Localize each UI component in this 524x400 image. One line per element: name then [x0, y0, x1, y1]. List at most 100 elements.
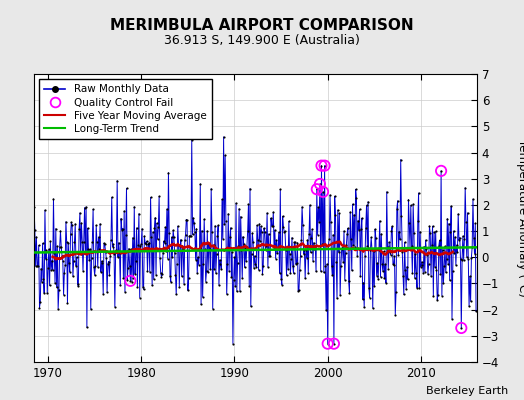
- Point: [148, 282, 156, 289]
- Point: [59, 258, 67, 264]
- Point: [229, 340, 237, 347]
- Point: [30, 227, 39, 234]
- Point: [215, 282, 223, 288]
- Point: [275, 229, 283, 236]
- Point: [79, 267, 87, 274]
- Point: [437, 168, 445, 174]
- Point: [419, 270, 428, 276]
- Point: [134, 242, 143, 248]
- Point: [298, 204, 306, 210]
- Point: [294, 288, 302, 294]
- Point: [259, 263, 267, 269]
- Point: [274, 244, 282, 250]
- Point: [300, 247, 309, 253]
- Point: [449, 267, 457, 274]
- Point: [80, 238, 88, 245]
- Point: [391, 311, 399, 318]
- Point: [245, 282, 254, 289]
- Point: [234, 243, 243, 250]
- Point: [106, 253, 114, 260]
- Point: [100, 240, 108, 246]
- Point: [219, 236, 227, 242]
- Point: [57, 244, 66, 250]
- Point: [178, 273, 186, 280]
- Point: [337, 263, 345, 269]
- Point: [370, 283, 378, 289]
- Point: [177, 236, 185, 243]
- Point: [469, 196, 477, 202]
- Point: [64, 240, 72, 246]
- Point: [323, 340, 332, 347]
- Point: [429, 223, 437, 229]
- Point: [351, 244, 359, 250]
- Point: [288, 234, 296, 241]
- Point: [230, 276, 238, 283]
- Point: [406, 245, 414, 252]
- Point: [143, 238, 151, 244]
- Point: [189, 215, 198, 221]
- Point: [445, 277, 454, 283]
- Point: [286, 250, 294, 257]
- Point: [257, 228, 266, 235]
- Point: [43, 290, 51, 296]
- Point: [260, 229, 269, 236]
- Point: [205, 246, 214, 252]
- Point: [434, 243, 443, 250]
- Point: [213, 233, 222, 239]
- Point: [341, 250, 350, 256]
- Point: [292, 260, 301, 266]
- Point: [392, 289, 400, 295]
- Point: [217, 266, 225, 272]
- Point: [123, 277, 132, 283]
- Point: [188, 231, 196, 238]
- Point: [384, 244, 392, 250]
- Point: [308, 226, 316, 232]
- Point: [163, 255, 172, 262]
- Point: [146, 194, 155, 201]
- Point: [452, 242, 461, 248]
- Point: [179, 246, 188, 252]
- Point: [237, 246, 246, 253]
- Point: [121, 289, 129, 295]
- Point: [28, 206, 36, 212]
- Point: [70, 239, 79, 246]
- Point: [169, 227, 177, 234]
- Point: [196, 181, 204, 187]
- Point: [422, 246, 431, 252]
- Point: [269, 209, 278, 215]
- Point: [371, 226, 379, 232]
- Point: [466, 298, 475, 304]
- Point: [392, 206, 401, 212]
- Point: [159, 250, 167, 256]
- Point: [50, 250, 59, 256]
- Point: [118, 227, 126, 233]
- Point: [310, 240, 318, 246]
- Point: [313, 186, 321, 192]
- Point: [359, 280, 368, 286]
- Point: [328, 262, 336, 269]
- Point: [67, 219, 75, 226]
- Point: [120, 208, 128, 214]
- Point: [264, 264, 272, 270]
- Point: [432, 266, 441, 273]
- Point: [299, 251, 308, 257]
- Point: [199, 294, 207, 300]
- Point: [448, 316, 456, 322]
- Point: [365, 285, 373, 292]
- Point: [88, 255, 96, 261]
- Point: [44, 265, 52, 271]
- Point: [405, 220, 413, 226]
- Point: [316, 268, 325, 274]
- Point: [304, 270, 312, 276]
- Point: [381, 261, 389, 268]
- Point: [395, 228, 403, 235]
- Point: [334, 249, 343, 256]
- Point: [452, 262, 460, 268]
- Point: [341, 276, 349, 283]
- Point: [410, 229, 418, 236]
- Point: [413, 285, 421, 291]
- Point: [433, 296, 441, 303]
- Point: [305, 202, 314, 208]
- Point: [221, 152, 230, 158]
- Point: [86, 306, 95, 312]
